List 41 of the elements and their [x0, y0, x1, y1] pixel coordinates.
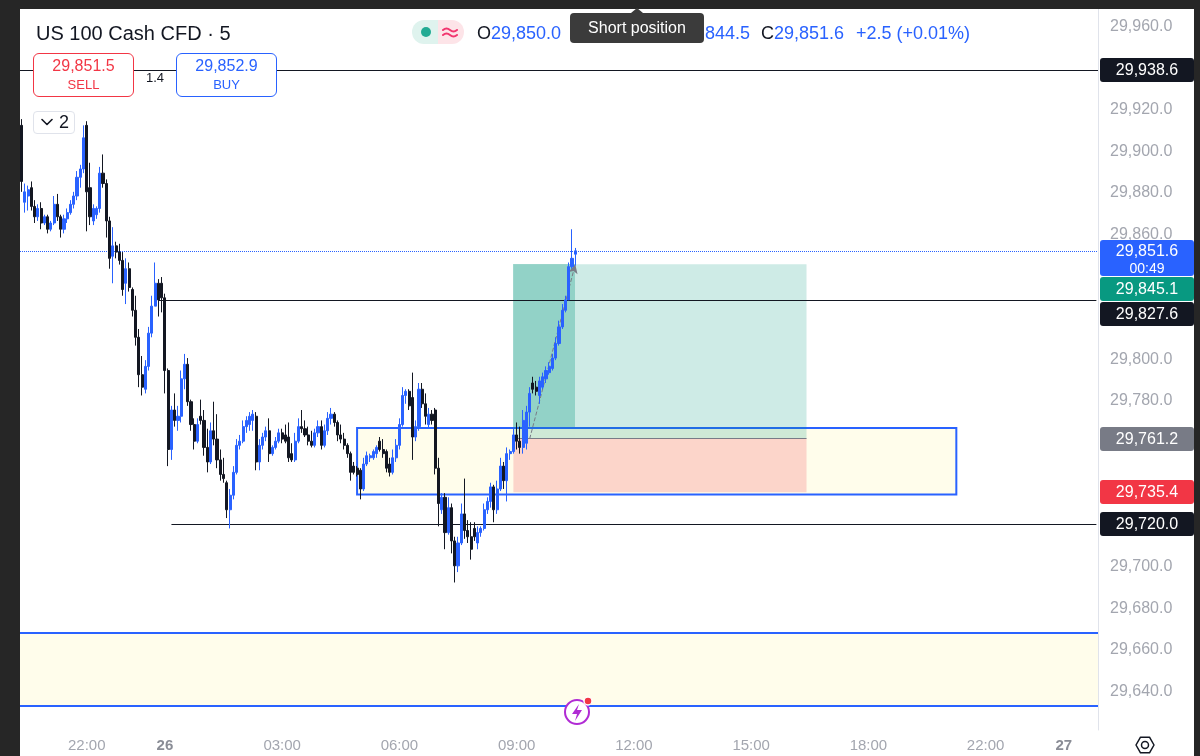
y-tick-label: 29,680.0 [1110, 598, 1173, 616]
x-tick-label: 18:00 [849, 736, 888, 753]
price-tag: 29,851.6 00:49 [1100, 239, 1194, 276]
x-tick-label: 22:00 [966, 736, 1005, 753]
x-tick-label: 09:00 [497, 736, 536, 753]
x-tick-label: 22:00 [67, 736, 106, 753]
annotation: SELL [67, 77, 100, 93]
price-tag: 29,720.0 [1100, 512, 1194, 537]
annotation: 29,852.9 [195, 56, 258, 76]
price-tag: 29,735.4 [1100, 480, 1194, 505]
y-tick-label: 29,960.0 [1110, 17, 1173, 35]
x-tick-label: 06:00 [380, 736, 419, 753]
annotation: 29,851.5 [52, 56, 115, 76]
annotation: BUY [213, 77, 240, 93]
annotation: C29,851.6 [761, 21, 845, 45]
annotation: 2 [58, 110, 70, 134]
ref-line-label: 29,851.6 [1114, 240, 1180, 261]
annotation: Short position [588, 18, 686, 38]
y-tick-label: 29,860.0 [1110, 224, 1173, 242]
y-tick-label: 29,640.0 [1110, 682, 1173, 700]
y-tick-label: 29,660.0 [1110, 640, 1173, 658]
price-tag: 29,938.6 [1100, 58, 1194, 83]
price-tag: 29,827.6 [1100, 301, 1194, 326]
y-tick-label: 29,800.0 [1110, 349, 1173, 367]
price-tag: 29,761.2 [1100, 426, 1194, 451]
annotation: O29,850.0 [477, 21, 562, 45]
text: US 100 Cash CFD · 5 [36, 21, 231, 46]
y-tick-label: 29,700.0 [1110, 557, 1173, 575]
y-tick-label: 29,880.0 [1110, 183, 1173, 201]
annotation: +2.5 (+0.01%) [856, 21, 971, 45]
x-tick-label: 27 [1055, 736, 1073, 753]
annotation: 1.4 [145, 70, 165, 86]
x-tick-label: 15:00 [732, 736, 770, 753]
x-tick-label: 03:00 [263, 736, 301, 753]
y-tick-label: 29,780.0 [1110, 391, 1173, 409]
x-tick-label: 12:00 [615, 736, 653, 753]
x-tick-label: 26 [156, 736, 174, 753]
price-tag: 29,845.1 [1100, 276, 1194, 301]
y-tick-label: 29,920.0 [1110, 100, 1173, 118]
y-tick-label: 29,900.0 [1110, 141, 1173, 159]
annotation: 844.5 [705, 21, 751, 45]
